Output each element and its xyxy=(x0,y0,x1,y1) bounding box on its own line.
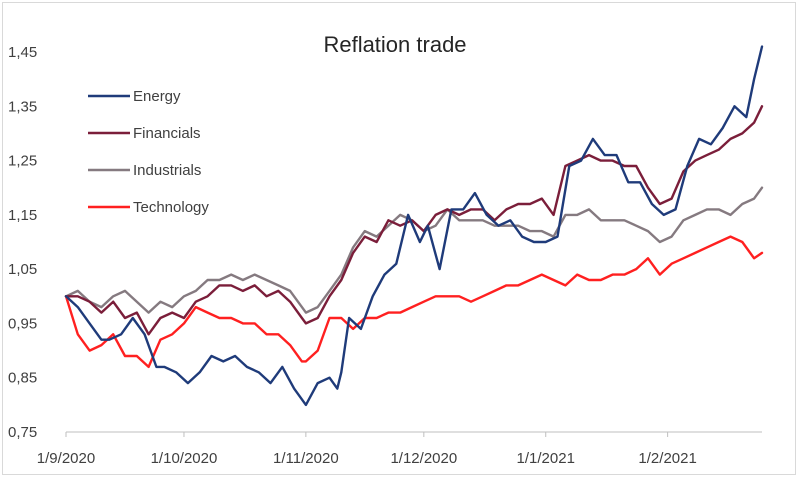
series-line-financials xyxy=(64,105,764,336)
legend-label-industrials: Industrials xyxy=(133,162,201,179)
x-tick-label: 1/1/2021 xyxy=(517,450,575,467)
y-tick-label: 1,35 xyxy=(8,98,37,115)
y-tick-label: 0,85 xyxy=(8,370,37,387)
y-tick-label: 0,95 xyxy=(8,315,37,332)
x-tick-label: 1/10/2020 xyxy=(151,450,218,467)
x-axis: 1/9/2020 1/10/2020 1/11/2020 1/12/2020 1/1/2… xyxy=(37,431,762,467)
y-tick-label: 1,25 xyxy=(8,153,37,170)
legend-label-technology: Technology xyxy=(133,199,209,216)
y-tick-label: 1,45 xyxy=(8,44,37,61)
legend-label-financials: Financials xyxy=(133,125,201,142)
series-line-energy xyxy=(64,45,764,407)
x-tick-label: 1/11/2020 xyxy=(273,450,339,467)
legend: Energy Financials Industrials Technology xyxy=(88,88,209,216)
series-lines xyxy=(64,45,764,407)
legend-label-energy: Energy xyxy=(133,88,181,105)
x-tick-label: 1/12/2020 xyxy=(390,450,457,467)
x-tick-label: 1/9/2020 xyxy=(37,450,95,467)
y-tick-label: 0,75 xyxy=(8,424,37,441)
y-axis-tick-labels: 0,75 0,85 0,95 1,05 1,15 1,25 1,35 1,45 xyxy=(8,44,37,441)
x-tick-label: 1/2/2021 xyxy=(638,450,696,467)
series-line-technology xyxy=(64,235,764,369)
y-tick-label: 1,15 xyxy=(8,207,37,224)
y-tick-label: 1,05 xyxy=(8,261,37,278)
chart-title: Reflation trade xyxy=(323,32,466,57)
